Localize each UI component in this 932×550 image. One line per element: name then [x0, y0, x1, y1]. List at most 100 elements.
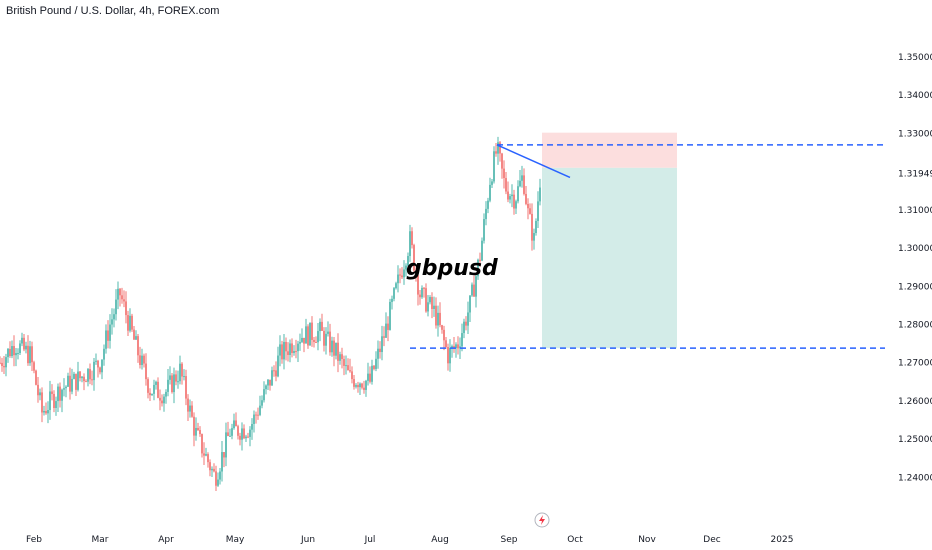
candle-body [459, 346, 461, 349]
candle-body [275, 370, 277, 377]
candle-body [325, 333, 327, 346]
x-tick-label: Oct [567, 535, 583, 545]
candle-body [207, 454, 209, 463]
candle-body [285, 341, 287, 352]
candle-body [267, 379, 269, 386]
x-tick-label: Jul [364, 535, 376, 545]
replay-icon[interactable] [534, 512, 550, 528]
candle-body [43, 410, 45, 413]
take-profit-zone[interactable] [542, 167, 677, 349]
candle-body [197, 427, 199, 431]
candle-body [141, 355, 143, 366]
candle-body [27, 345, 29, 364]
x-axis: Feb Mar Apr May Jun Jul Aug Sep Oct Nov Dec 2025 [26, 535, 793, 545]
candle-body [277, 355, 279, 377]
candle-body [125, 301, 127, 316]
candle-body [109, 324, 111, 341]
candle-body [139, 355, 141, 366]
candle-body [491, 181, 493, 185]
x-tick-label: Nov [638, 535, 656, 545]
candle-body [371, 365, 373, 382]
candle-body [289, 343, 291, 355]
candle-body [247, 436, 249, 438]
candle-body [203, 453, 205, 456]
stop-loss-zone[interactable] [542, 132, 677, 168]
candle-body [299, 341, 301, 344]
trendline[interactable] [496, 144, 571, 179]
candle-body [379, 348, 381, 353]
candle-body [49, 391, 51, 411]
candle-body [9, 348, 11, 357]
candle-body [423, 287, 425, 289]
candle-body [333, 340, 335, 356]
y-tick-label: 1.24000 [898, 473, 932, 483]
candle-body [0, 362, 1, 364]
candle-body [335, 342, 337, 356]
x-tick-label: Dec [703, 535, 720, 545]
candle-body [287, 351, 289, 355]
candle-body [477, 259, 479, 277]
candle-body [145, 363, 147, 380]
y-tick-label: 1.33000 [898, 129, 932, 139]
candle-body [273, 370, 275, 372]
candle-body [55, 401, 57, 409]
candle-body [349, 370, 351, 372]
candle-body [39, 392, 41, 396]
candle-body [167, 379, 169, 392]
candle-body [257, 414, 259, 416]
candle-body [37, 384, 39, 396]
candle-body [15, 353, 17, 356]
candle-body [95, 360, 97, 362]
candle-body [539, 187, 541, 202]
y-tick-label: 1.30000 [898, 244, 932, 254]
candle-body [495, 151, 497, 154]
candle-body [279, 344, 281, 356]
candles [0, 136, 541, 492]
candle-body [355, 385, 357, 387]
candle-body [451, 346, 453, 348]
candle-body [91, 379, 93, 381]
candle-body [217, 479, 219, 486]
candle-body [155, 381, 157, 385]
candle-body [375, 358, 377, 369]
candle-body [455, 344, 457, 349]
candle-body [487, 200, 489, 209]
candle-body [281, 344, 283, 360]
y-tick-label: 1.28000 [898, 320, 932, 330]
candle-body [117, 288, 119, 300]
candle-body [309, 322, 311, 346]
candle-body [213, 468, 215, 472]
candle-body [237, 426, 239, 436]
candle-body [233, 420, 235, 429]
candle-body [229, 435, 231, 437]
candle-body [21, 337, 23, 344]
x-tick-label: Jun [300, 535, 315, 545]
candle-body [171, 375, 173, 393]
candle-body [151, 393, 153, 396]
candle-body [57, 386, 59, 402]
y-tick-label: 1.34000 [898, 91, 932, 101]
position-zones [542, 132, 677, 349]
y-tick-label: 1.31000 [898, 206, 932, 216]
replay-icon-ring [534, 512, 550, 528]
candle-body [33, 362, 35, 371]
candle-body [97, 360, 99, 368]
candle-body [369, 373, 371, 382]
candle-body [421, 287, 423, 298]
candle-body [149, 392, 151, 396]
candle-body [143, 355, 145, 364]
candle-body [159, 397, 161, 401]
candle-body [297, 343, 299, 352]
candle-body [437, 312, 439, 326]
y-tick-label: 1.35000 [898, 53, 932, 63]
candle-body [251, 423, 253, 430]
candle-body [381, 336, 383, 353]
candle-body [493, 151, 495, 182]
candle-body [531, 213, 533, 241]
candle-body [319, 321, 321, 332]
candle-body [351, 371, 353, 380]
candle-body [113, 314, 115, 320]
candle-body [411, 231, 413, 246]
candle-body [23, 337, 25, 350]
